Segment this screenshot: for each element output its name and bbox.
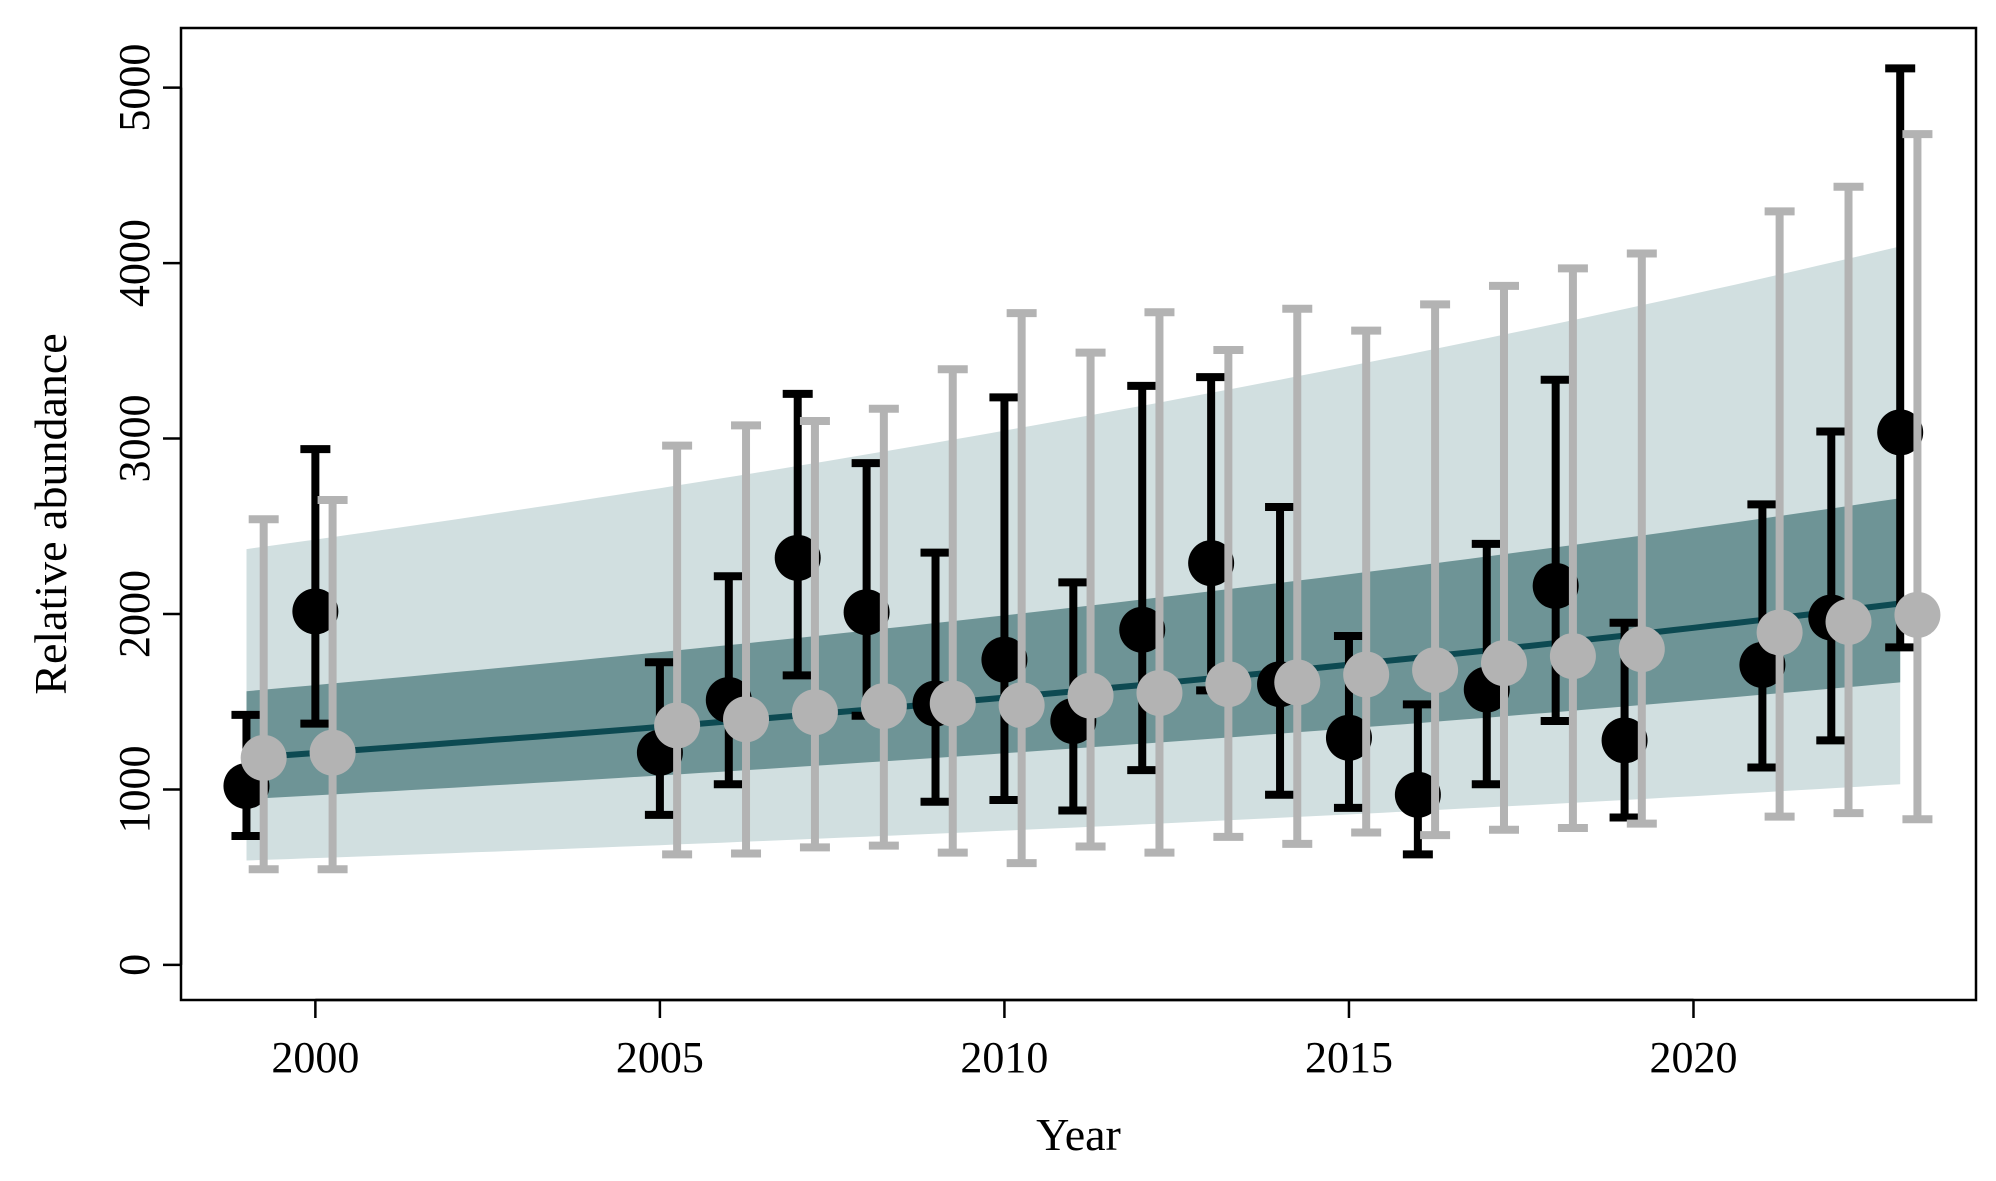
model-point [1549,633,1596,680]
observed-point [774,534,821,581]
model-point [723,696,770,743]
observed-point [1532,562,1579,609]
model-point [1136,669,1183,716]
x-tick-label: 2015 [1305,1033,1393,1082]
model-series [240,130,1941,874]
x-tick-label: 2000 [271,1033,359,1082]
model-point [1343,651,1390,698]
model-point [998,682,1045,729]
observed-point [1394,771,1441,818]
model-point [1205,661,1252,708]
x-tick-label: 2010 [960,1033,1048,1082]
x-axis-title: Year [1036,1109,1121,1160]
y-tick-label: 0 [110,954,159,976]
model-point [1825,598,1872,645]
observed-point [843,589,890,636]
y-tick-label: 4000 [110,219,159,307]
y-tick-label: 1000 [110,745,159,833]
model-point [1894,591,1941,638]
model-point [1480,640,1527,687]
y-tick-label: 3000 [110,395,159,483]
model-point [1756,609,1803,656]
model-point [1067,672,1114,719]
observed-point [1877,409,1924,456]
y-tick-label: 5000 [110,44,159,132]
observed-point [1325,714,1372,761]
model-point [1618,626,1665,673]
x-axis: 2000 2005 2010 2015 2020 [271,998,1737,1082]
y-tick-label: 2000 [110,570,159,658]
observed-point [1119,606,1166,653]
observed-point [981,636,1028,683]
y-axis: 0 1000 2000 3000 4000 5000 [110,44,183,976]
x-tick-label: 2020 [1649,1033,1737,1082]
observed-point [1188,540,1235,587]
observed-point [292,588,339,635]
model-point [654,702,701,749]
observed-point [1601,717,1648,764]
y-axis-title: Relative abundance [25,333,76,694]
model-point [929,680,976,727]
model-point [309,729,356,776]
model-point [860,683,907,730]
model-point [1412,647,1459,694]
x-tick-label: 2005 [616,1033,704,1082]
model-point [791,689,838,736]
model-point [1274,659,1321,706]
model-point [240,734,287,781]
